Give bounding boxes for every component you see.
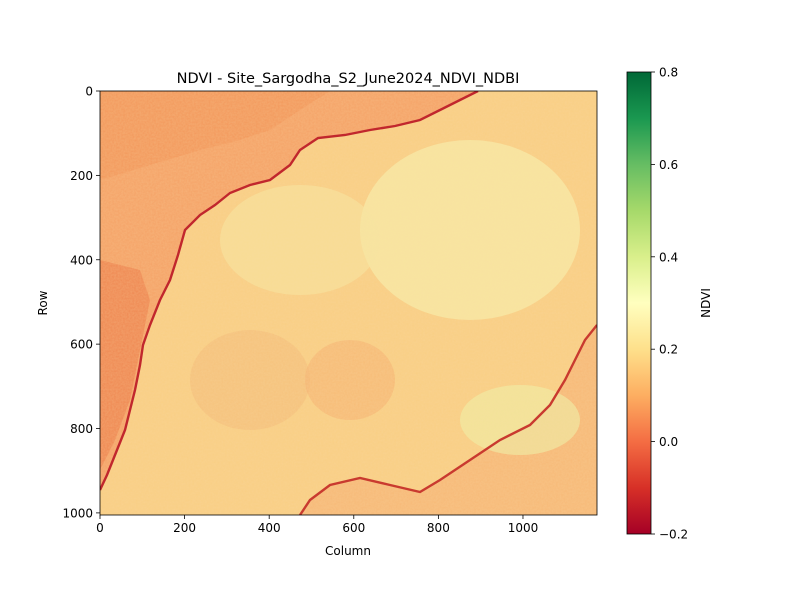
colorbar-label: NDVI [699,288,713,318]
x-axis: 0 200 400 600 800 1000 [96,515,538,535]
y-axis: 0 200 400 600 800 1000 [62,85,100,520]
heatmap-river-north [100,91,479,491]
y-tick-label: 1000 [62,506,93,520]
colorbar-tick-label: 0.8 [659,66,678,80]
chart-title: NDVI - Site_Sargodha_S2_June2024_NDVI_ND… [177,71,520,87]
y-tick-label: 400 [70,253,93,267]
x-tick-label: 400 [258,521,281,535]
plot-frame [99,90,598,516]
colorbar-axis: −0.2 0.0 0.2 0.4 0.6 0.8 [651,66,688,542]
heatmap-texture [100,91,597,515]
x-tick-label: 1000 [508,521,539,535]
y-axis-label: Row [36,290,50,315]
colorbar-tick-label: 0.6 [659,158,678,172]
colorbar-tick-label: 0.2 [659,343,678,357]
x-tick-label: 600 [342,521,365,535]
x-tick-label: 800 [427,521,450,535]
x-axis-label: Column [325,544,371,558]
y-tick-label: 200 [70,169,93,183]
x-tick-label: 200 [173,521,196,535]
colorbar-tick-label: 0.0 [659,435,678,449]
ndvi-heatmap [100,91,597,515]
heatmap-river-south [299,324,597,515]
colorbar [627,72,651,534]
x-tick-label: 0 [96,521,104,535]
colorbar-frame [626,71,652,535]
y-tick-label: 800 [70,422,93,436]
y-tick-label: 0 [85,85,93,99]
colorbar-tick-label: 0.4 [659,250,678,264]
colorbar-tick-label: −0.2 [659,528,688,542]
y-tick-label: 600 [70,338,93,352]
